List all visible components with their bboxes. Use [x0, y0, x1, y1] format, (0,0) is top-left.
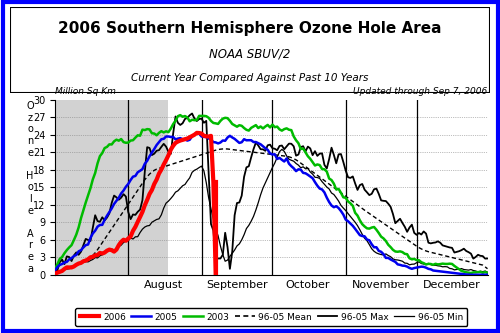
Text: Updated through Sep 7, 2006: Updated through Sep 7, 2006	[353, 87, 488, 97]
Text: Million Sq Km: Million Sq Km	[55, 87, 116, 97]
Legend: 2006, 2005, 2003, 96-05 Mean, 96-05 Max, 96-05 Min: 2006, 2005, 2003, 96-05 Mean, 96-05 Max,…	[75, 308, 468, 326]
Y-axis label: O
z
o
n
e
 
H
o
l
e
 
A
r
e
a: O z o n e H o l e A r e a	[26, 101, 34, 273]
Text: NOAA SBUV/2: NOAA SBUV/2	[210, 48, 290, 61]
Text: Current Year Compared Against Past 10 Years: Current Year Compared Against Past 10 Ye…	[132, 73, 368, 83]
Bar	[55, 100, 168, 275]
Text: 2006 Southern Hemisphere Ozone Hole Area: 2006 Southern Hemisphere Ozone Hole Area	[58, 21, 442, 36]
